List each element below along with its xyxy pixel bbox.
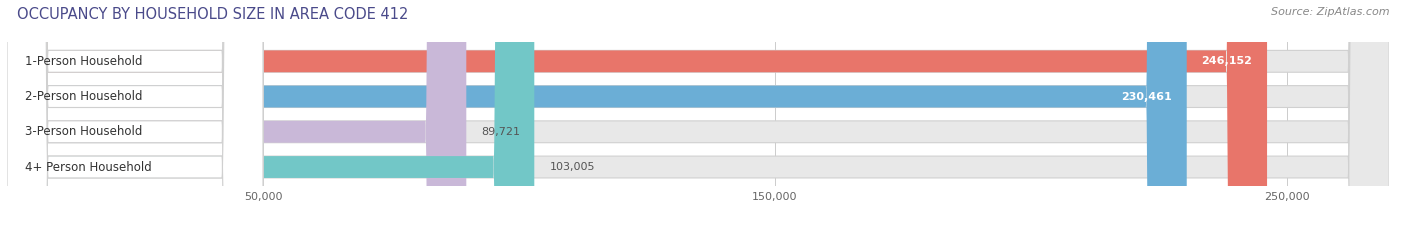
Text: 4+ Person Household: 4+ Person Household bbox=[25, 161, 152, 174]
Text: 230,461: 230,461 bbox=[1121, 92, 1171, 102]
FancyBboxPatch shape bbox=[7, 0, 263, 233]
FancyBboxPatch shape bbox=[7, 0, 534, 233]
FancyBboxPatch shape bbox=[7, 0, 263, 233]
FancyBboxPatch shape bbox=[7, 0, 1389, 233]
FancyBboxPatch shape bbox=[7, 0, 1389, 233]
FancyBboxPatch shape bbox=[7, 0, 263, 233]
Text: 246,152: 246,152 bbox=[1201, 56, 1251, 66]
FancyBboxPatch shape bbox=[7, 0, 1267, 233]
Text: 2-Person Household: 2-Person Household bbox=[25, 90, 142, 103]
FancyBboxPatch shape bbox=[7, 0, 1389, 233]
FancyBboxPatch shape bbox=[7, 0, 263, 233]
Text: 1-Person Household: 1-Person Household bbox=[25, 55, 142, 68]
Text: Source: ZipAtlas.com: Source: ZipAtlas.com bbox=[1271, 7, 1389, 17]
Text: 89,721: 89,721 bbox=[482, 127, 520, 137]
Text: 103,005: 103,005 bbox=[550, 162, 595, 172]
FancyBboxPatch shape bbox=[7, 0, 1389, 233]
Text: OCCUPANCY BY HOUSEHOLD SIZE IN AREA CODE 412: OCCUPANCY BY HOUSEHOLD SIZE IN AREA CODE… bbox=[17, 7, 408, 22]
Text: 3-Person Household: 3-Person Household bbox=[25, 125, 142, 138]
FancyBboxPatch shape bbox=[7, 0, 1187, 233]
FancyBboxPatch shape bbox=[7, 0, 467, 233]
